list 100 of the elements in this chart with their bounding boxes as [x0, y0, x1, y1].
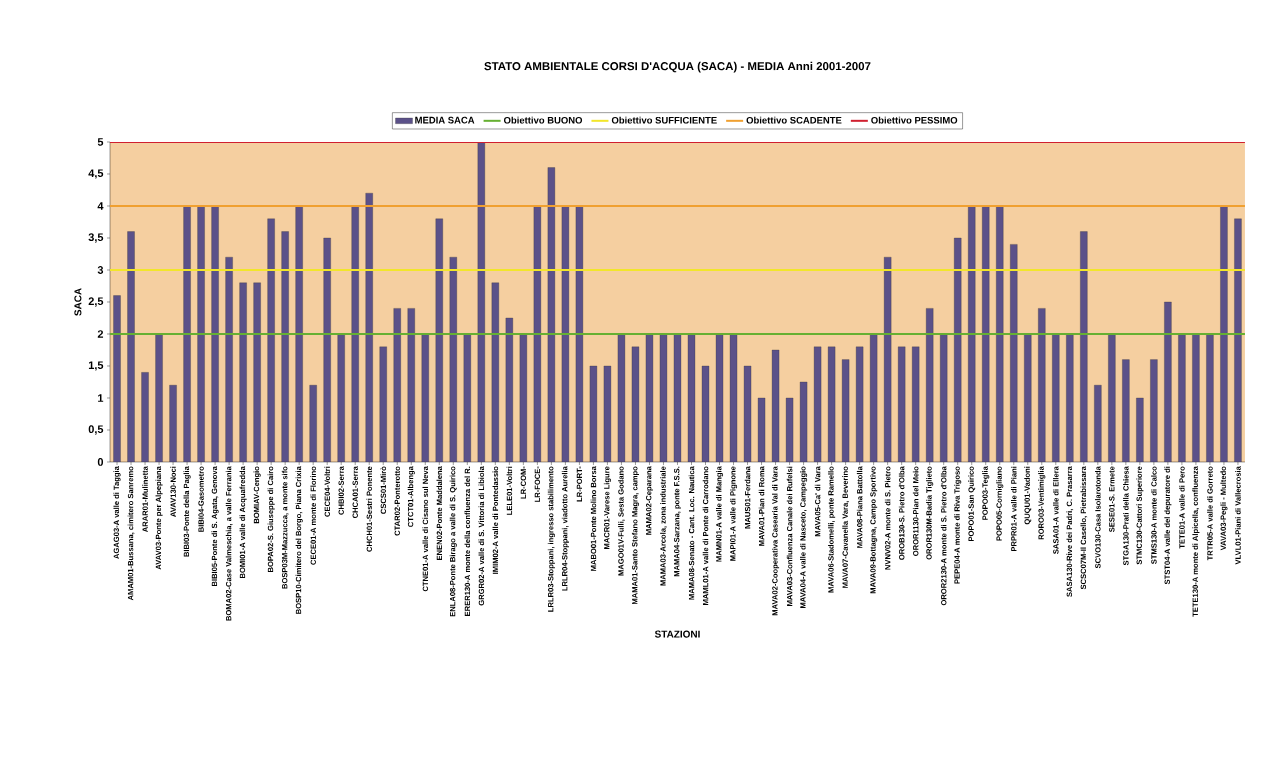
- bar: [253, 282, 261, 462]
- bar: [982, 205, 990, 462]
- legend-label: Obiettivo SUFFICIENTE: [611, 116, 717, 124]
- y-tick-label: 3: [97, 266, 104, 274]
- y-tick-label: 2: [97, 330, 104, 338]
- bar: [869, 333, 878, 462]
- bar: [1164, 301, 1172, 462]
- y-tick-label: 2,5: [88, 297, 104, 307]
- bar: [1206, 333, 1214, 462]
- chart-title: STATO AMBIENTALE CORSI D'ACQUA (SACA) - MEDIA Anni 2001-2007: [484, 61, 871, 73]
- bar: [169, 385, 177, 462]
- bar: [926, 308, 934, 462]
- bar: [197, 205, 205, 462]
- bar: [659, 333, 668, 462]
- bar: [113, 295, 121, 462]
- bar: [547, 167, 556, 462]
- bar: [1024, 333, 1032, 462]
- bar: [940, 333, 948, 462]
- bar: [379, 346, 387, 462]
- bar: [533, 205, 542, 462]
- bar: [1108, 333, 1116, 462]
- y-tick-label: 5: [97, 138, 104, 146]
- bar: [1094, 385, 1102, 462]
- bar: [855, 346, 864, 462]
- bar: [575, 205, 584, 462]
- bar: [827, 346, 836, 462]
- legend-label: Obiettivo BUONO: [503, 116, 583, 124]
- bar: [519, 333, 527, 462]
- bar: [1038, 308, 1046, 462]
- bar: [225, 257, 233, 462]
- bar: [239, 282, 247, 462]
- bar: [141, 372, 149, 462]
- bar: [365, 193, 373, 462]
- bar: [701, 365, 710, 462]
- bar: [281, 231, 289, 462]
- bar: [645, 333, 654, 462]
- bar: [1052, 333, 1060, 462]
- bar: [421, 333, 429, 462]
- y-tick-label: 4: [97, 202, 104, 210]
- bar: [477, 141, 485, 462]
- bar: [407, 308, 415, 462]
- y-axis-title: SACA: [74, 288, 82, 316]
- bar: [996, 205, 1004, 462]
- bar: [309, 385, 317, 462]
- bar: [631, 346, 640, 462]
- bar: [954, 237, 962, 462]
- bar: [1136, 397, 1144, 462]
- bar: [1192, 333, 1200, 462]
- bar: [771, 349, 780, 462]
- bar: [589, 365, 598, 462]
- bar: [435, 218, 443, 462]
- bar: [323, 237, 331, 462]
- bar: [1220, 205, 1228, 462]
- bar: [267, 218, 275, 462]
- bar: [337, 333, 345, 462]
- bar: [884, 257, 892, 462]
- bar: [757, 397, 766, 462]
- bar: [295, 205, 303, 462]
- bar: [505, 317, 513, 462]
- bar: [183, 205, 191, 462]
- bar: [1234, 218, 1242, 462]
- bar: [841, 359, 850, 462]
- bar: [449, 257, 457, 462]
- bar: [898, 346, 906, 462]
- bar: [617, 333, 626, 462]
- bar: [393, 308, 401, 462]
- bar: [211, 205, 219, 462]
- bar: [1010, 244, 1018, 462]
- bar: [603, 365, 612, 462]
- bar: [463, 333, 471, 462]
- bar: [729, 333, 738, 462]
- y-tick-label: 1: [98, 394, 104, 402]
- bar: [127, 231, 135, 462]
- bar: [1150, 359, 1158, 462]
- bar: [799, 381, 808, 462]
- y-tick-label: 3,5: [88, 233, 104, 243]
- y-tick-label: 0,5: [88, 425, 104, 435]
- y-tick-label: 4,5: [88, 169, 104, 179]
- bar: [813, 346, 822, 462]
- bar: [1080, 231, 1088, 462]
- bar: [673, 333, 682, 462]
- legend-label: MEDIA SACA: [415, 116, 475, 124]
- bar: [687, 333, 696, 462]
- bar: [785, 397, 794, 462]
- legend-label: Obiettivo SCADENTE: [746, 116, 842, 124]
- bar: [1178, 333, 1186, 462]
- bar: [912, 346, 920, 462]
- bar: [743, 365, 752, 462]
- y-tick-label: 1,5: [88, 361, 104, 371]
- bar: [715, 333, 724, 462]
- bar: [491, 282, 499, 462]
- bar: [561, 205, 570, 462]
- x-axis-title: STAZIONI: [654, 630, 700, 638]
- bar: [968, 205, 976, 462]
- bar: [1066, 333, 1074, 462]
- bar: [155, 333, 163, 462]
- y-tick-label: 0: [97, 458, 104, 466]
- bar: [1122, 359, 1130, 462]
- bar: [351, 205, 359, 462]
- legend-label: Obiettivo PESSIMO: [871, 116, 958, 124]
